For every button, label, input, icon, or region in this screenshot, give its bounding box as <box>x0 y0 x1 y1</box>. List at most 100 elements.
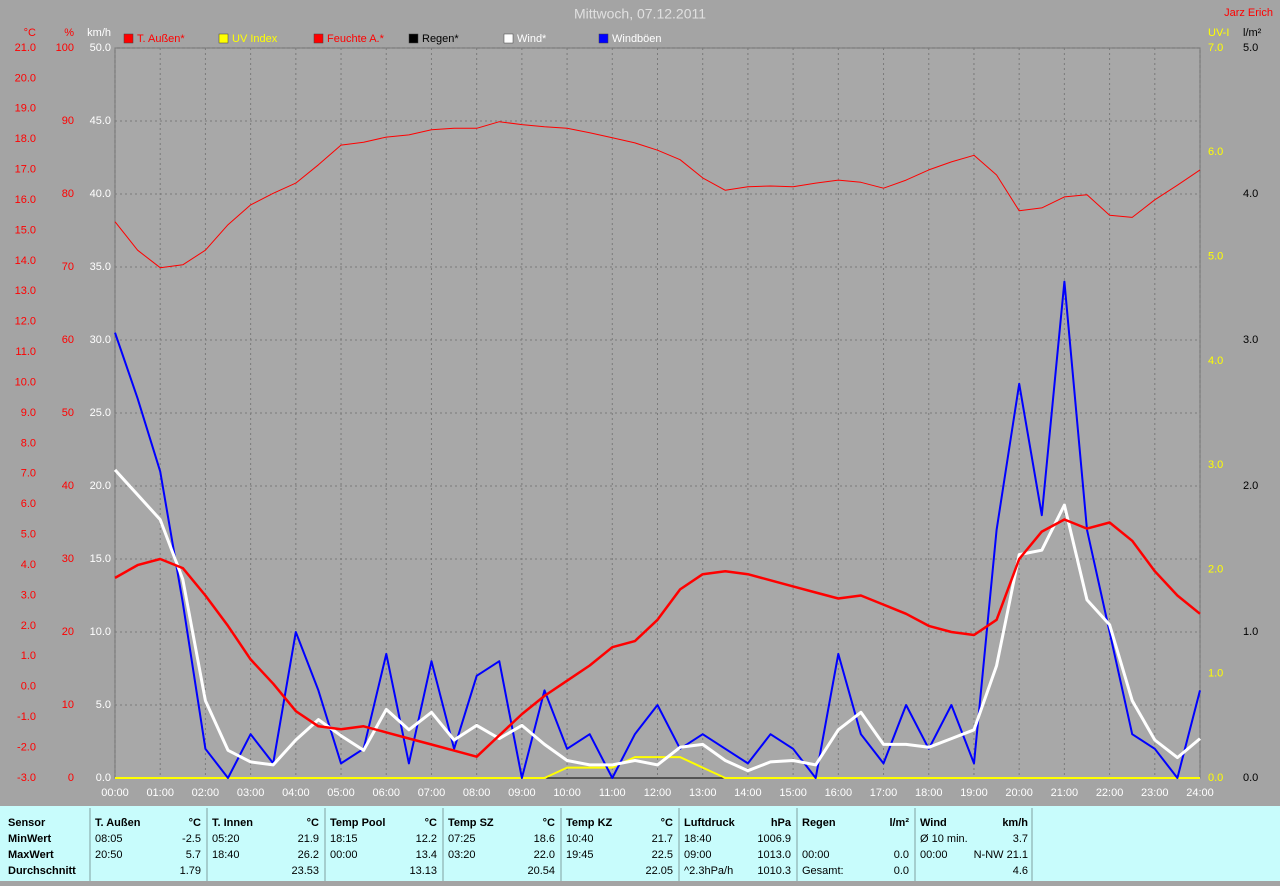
y-tick-label: 0.0 <box>96 772 111 784</box>
group-name: Temp KZ <box>566 817 613 829</box>
series-line <box>113 468 1201 773</box>
y-tick-label: 15.0 <box>15 224 36 236</box>
cell-value: N-NW 21.1 <box>974 849 1028 861</box>
x-tick-label: 18:00 <box>915 787 943 799</box>
group-name: Temp SZ <box>448 817 494 829</box>
x-tick-label: 00:00 <box>101 787 129 799</box>
y-tick-label: 10.0 <box>90 626 111 638</box>
group-name: T. Innen <box>212 817 253 829</box>
summary-table: Sensor MinWert MaxWert Durchschnitt T. Außen… <box>8 808 1033 881</box>
x-tick-label: 13:00 <box>689 787 717 799</box>
cell-time: 00:00 <box>802 849 830 861</box>
author: Jarz Erich <box>1224 7 1273 19</box>
cell-value: 3.7 <box>1013 833 1028 845</box>
group-unit: °C <box>425 817 437 829</box>
cell-value: -2.5 <box>182 833 201 845</box>
y-tick-label: 7.0 <box>1208 42 1223 54</box>
y-tick-label: 11.0 <box>15 346 36 358</box>
cell-time: 18:40 <box>212 849 240 861</box>
y-tick-label: 20 <box>62 626 74 638</box>
y-tick-label: 0 <box>68 772 74 784</box>
y-tick-label: 20.0 <box>90 480 111 492</box>
series-line <box>114 280 1201 779</box>
cell-value: 0.0 <box>894 849 909 861</box>
y-tick-label: 1.0 <box>1208 668 1223 680</box>
y-tick-label: 5.0 <box>1208 250 1223 262</box>
group-unit: °C <box>661 817 673 829</box>
cell-time: 00:00 <box>920 849 948 861</box>
y-tick-label: 0.0 <box>21 681 36 693</box>
y-tick-label: 15.0 <box>90 553 111 565</box>
y-tick-label: 10.0 <box>15 376 36 388</box>
series-line <box>114 518 1201 758</box>
group-unit: °C <box>307 817 319 829</box>
group-name: T. Außen <box>95 817 141 829</box>
legend-swatch <box>123 33 134 44</box>
axis-unit: l/m² <box>1243 27 1262 39</box>
cell-time: Ø 10 min. <box>920 833 968 845</box>
cell-time: 00:00 <box>330 849 358 861</box>
x-tick-label: 12:00 <box>644 787 672 799</box>
cell-value: 5.7 <box>186 849 201 861</box>
y-tick-label: 8.0 <box>21 437 36 449</box>
x-tick-label: 01:00 <box>146 787 174 799</box>
axis-unit: UV-I <box>1208 27 1229 39</box>
series-line <box>115 756 1200 779</box>
y-tick-label: 20.0 <box>15 72 36 84</box>
axis-unit: °C <box>24 27 36 39</box>
cell-value: 13.13 <box>409 865 437 877</box>
y-tick-label: 2.0 <box>1243 480 1258 492</box>
y-tick-label: 100 <box>56 42 74 54</box>
y-tick-label: 30 <box>62 553 74 565</box>
y-tick-label: 16.0 <box>15 194 36 206</box>
cell-value: 22.0 <box>534 849 555 861</box>
x-tick-label: 10:00 <box>553 787 581 799</box>
group-unit: km/h <box>1002 817 1028 829</box>
y-tick-label: 80 <box>62 188 74 200</box>
cell-time: 03:20 <box>448 849 476 861</box>
y-tick-label: 4.0 <box>1208 355 1223 367</box>
cell-time: 18:15 <box>330 833 358 845</box>
y-tick-label: 30.0 <box>90 334 111 346</box>
group-unit: °C <box>543 817 555 829</box>
y-tick-label: 14.0 <box>15 255 36 267</box>
legend-swatch <box>408 33 419 44</box>
row-label: MinWert <box>8 833 52 845</box>
y-tick-label: 0.0 <box>1208 772 1223 784</box>
cell-value: 12.2 <box>416 833 437 845</box>
y-tick-label: 12.0 <box>15 316 36 328</box>
group-unit: °C <box>189 817 201 829</box>
cell-time: 05:20 <box>212 833 240 845</box>
y-tick-label: 13.0 <box>15 285 36 297</box>
group-name: Temp Pool <box>330 817 385 829</box>
group-unit: hPa <box>771 817 792 829</box>
legend-label: Regen* <box>422 33 459 45</box>
cell-value: 22.5 <box>652 849 673 861</box>
x-tick-label: 05:00 <box>327 787 355 799</box>
y-tick-label: 7.0 <box>21 468 36 480</box>
cell-time: 09:00 <box>684 849 712 861</box>
y-tick-label: 1.0 <box>21 650 36 662</box>
x-tick-label: 22:00 <box>1096 787 1124 799</box>
x-tick-label: 21:00 <box>1051 787 1079 799</box>
x-tick-label: 20:00 <box>1005 787 1033 799</box>
x-tick-label: 04:00 <box>282 787 310 799</box>
y-tick-label: 10 <box>62 699 74 711</box>
cell-time: 19:45 <box>566 849 594 861</box>
y-tick-label: 5.0 <box>96 699 111 711</box>
cell-value: 26.2 <box>298 849 319 861</box>
y-tick-label: 18.0 <box>15 133 36 145</box>
legend-swatch <box>598 33 609 44</box>
cell-value: 22.05 <box>645 865 673 877</box>
cell-time: 18:40 <box>684 833 712 845</box>
x-tick-label: 08:00 <box>463 787 491 799</box>
y-tick-label: 50 <box>62 407 74 419</box>
x-tick-label: 07:00 <box>418 787 446 799</box>
y-tick-label: 70 <box>62 261 74 273</box>
cell-value: 4.6 <box>1013 865 1028 877</box>
y-tick-label: 6.0 <box>21 498 36 510</box>
y-tick-label: 5.0 <box>21 529 36 541</box>
x-tick-label: 02:00 <box>192 787 220 799</box>
row-label: Sensor <box>8 817 46 829</box>
cell-time: Gesamt: <box>802 865 844 877</box>
